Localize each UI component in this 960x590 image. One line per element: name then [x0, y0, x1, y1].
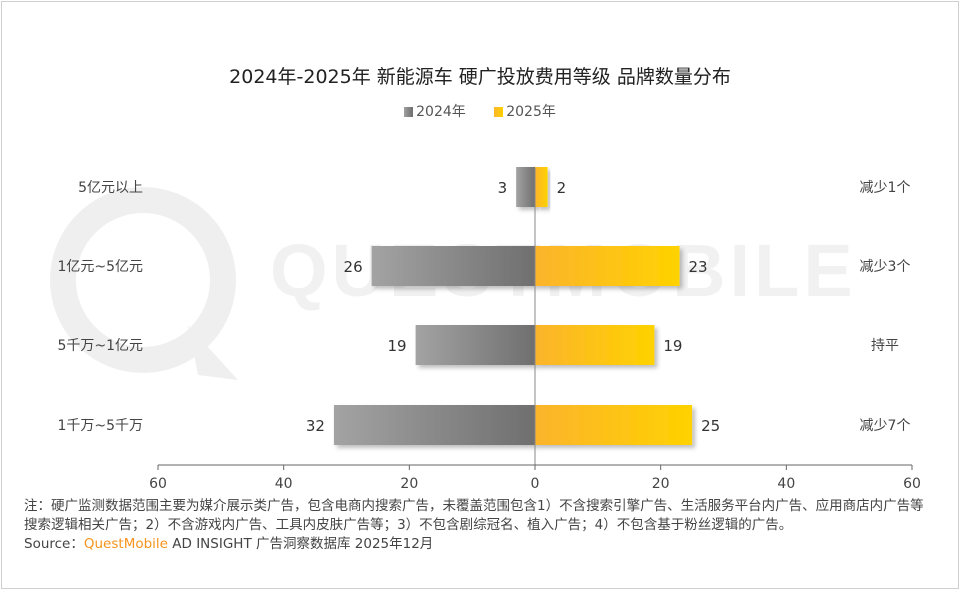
- change-annotation: 减少3个: [860, 259, 911, 275]
- source-text: AD INSIGHT 广告洞察数据库 2025年12月: [167, 536, 434, 552]
- change-annotation: 持平: [871, 338, 899, 354]
- footnote-text: 注：硬广监测数据范围主要为媒介展示类广告，包含电商内搜索广告，未覆盖范围包含1）…: [24, 498, 924, 533]
- category-label: 1亿元~5亿元: [57, 259, 143, 275]
- bar-2024: [415, 325, 535, 365]
- category-label: 1千万~5千万: [57, 418, 143, 434]
- legend: 2024年 2025年: [0, 101, 960, 121]
- source-line: Source：QuestMobile AD INSIGHT 广告洞察数据库 20…: [24, 535, 924, 554]
- x-tick-label: 60: [149, 476, 167, 492]
- legend-swatch-2024: [404, 107, 414, 117]
- legend-item-2024: 2024年: [404, 104, 466, 120]
- x-tick-label: 60: [903, 476, 921, 492]
- data-label-2025: 2: [557, 179, 567, 197]
- legend-label-2025: 2025年: [506, 104, 556, 120]
- legend-swatch-2025: [494, 107, 504, 117]
- bar-2025: [535, 246, 680, 286]
- x-tick-label: 40: [777, 476, 795, 492]
- bar-2025: [535, 167, 548, 207]
- data-label-2024: 3: [498, 179, 508, 197]
- category-label: 5千万~1亿元: [57, 338, 143, 354]
- x-tick-label: 40: [275, 476, 293, 492]
- change-annotation: 减少7个: [860, 418, 911, 434]
- data-label-2024: 32: [306, 417, 325, 435]
- legend-label-2024: 2024年: [416, 104, 466, 120]
- source-brand: QuestMobile: [83, 536, 168, 552]
- data-label-2024: 26: [344, 258, 363, 276]
- x-tick-label: 0: [531, 476, 540, 492]
- x-tick-label: 20: [652, 476, 670, 492]
- bar-2024: [371, 246, 535, 286]
- legend-item-2025: 2025年: [494, 104, 556, 120]
- bar-2024: [516, 167, 535, 207]
- chart-title: 2024年-2025年 新能源车 硬广投放费用等级 品牌数量分布: [229, 66, 731, 88]
- category-label: 5亿元以上: [78, 180, 143, 196]
- footnote: 注：硬广监测数据范围主要为媒介展示类广告，包含电商内搜索广告，未覆盖范围包含1）…: [24, 497, 924, 554]
- bar-2024: [333, 405, 535, 445]
- data-label-2025: 19: [663, 337, 682, 355]
- x-tick-label: 20: [400, 476, 418, 492]
- data-label-2025: 23: [689, 258, 708, 276]
- bar-2025: [535, 325, 655, 365]
- change-annotation: 减少1个: [860, 180, 911, 196]
- data-label-2024: 19: [388, 337, 407, 355]
- bar-2025: [535, 405, 693, 445]
- source-label: Source：: [24, 536, 84, 552]
- data-label-2025: 25: [701, 417, 720, 435]
